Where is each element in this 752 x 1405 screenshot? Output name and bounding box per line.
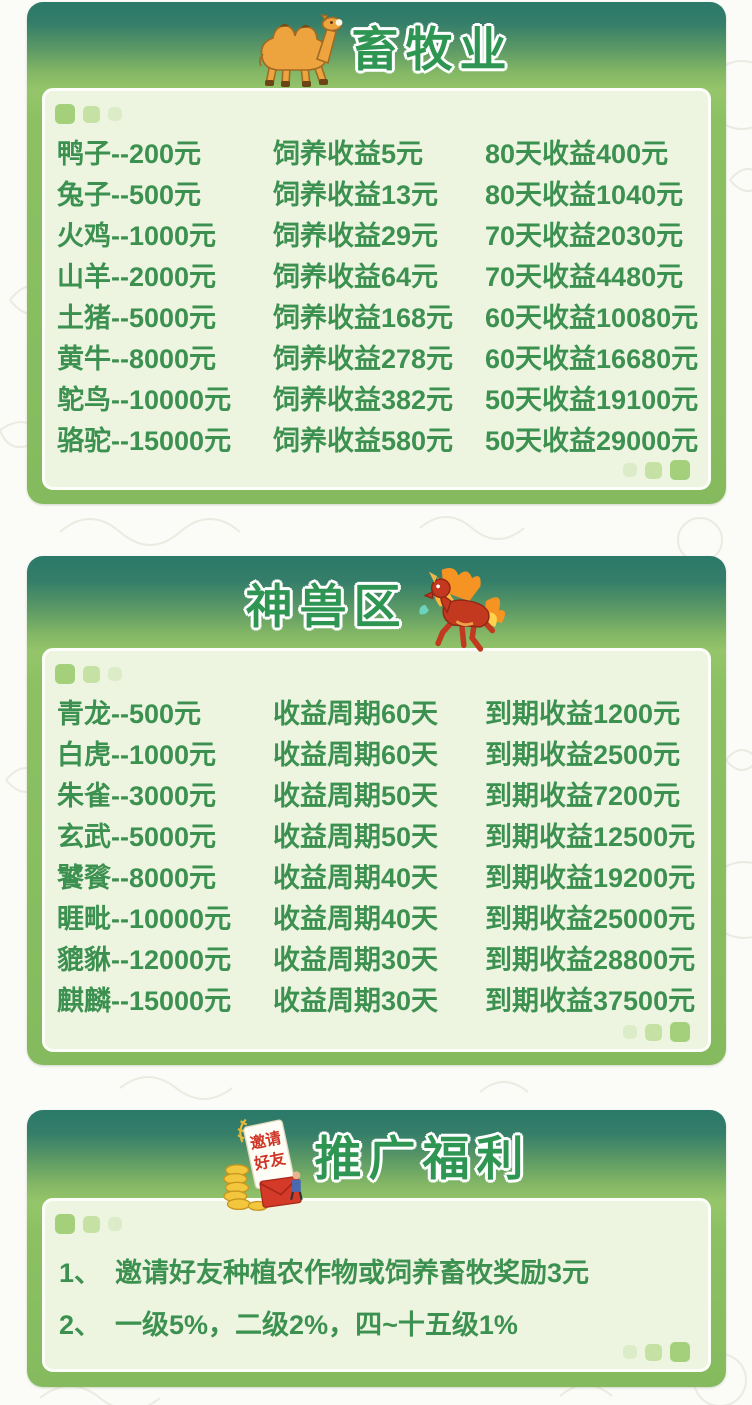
daily-income-cell: 饲养收益64元 [273,262,439,292]
table-row: 黄牛--8000元 饲养收益278元 60天收益16680元 [57,336,708,377]
item-price-cell: 白虎--1000元 [57,740,217,770]
table-row: 兔子--500元 饲养收益13元 80天收益1040元 [57,172,708,213]
table-row: 白虎--1000元 收益周期60天 到期收益2500元 [57,732,708,773]
decor-squares-bottom-right [623,1022,690,1042]
cycle-cell: 收益周期60天 [273,699,439,729]
table-row: 鸵鸟--10000元 饲养收益382元 50天收益19100元 [57,377,708,418]
cycle-cell: 收益周期40天 [273,863,439,893]
cycle-cell: 收益周期40天 [273,904,439,934]
list-item: 2、 一级5%，二级2%，四~十五级1% [59,1296,708,1348]
decor-squares-top-left [55,1214,708,1234]
table-row: 睚毗--10000元 收益周期40天 到期收益25000元 [57,896,708,937]
total-payout-cell: 70天收益2030元 [485,221,684,251]
section-header-livestock: 畜牧业 [27,2,726,88]
total-payout-cell: 60天收益16680元 [485,344,699,374]
total-payout-cell: 80天收益1040元 [485,180,684,210]
item-price-cell: 鸭子--200元 [57,139,202,169]
item-price-cell: 骆驼--15000元 [57,426,232,456]
item-price-cell: 貔貅--12000元 [57,945,232,975]
section-header-beasts: 神兽区 [27,556,726,652]
section-promo: 邀请 好友 推广福利 [27,1110,726,1387]
decor-squares-top-left [55,104,708,124]
total-payout-cell: 到期收益2500元 [485,740,681,770]
total-payout-cell: 到期收益1200元 [485,699,681,729]
total-payout-cell: 到期收益37500元 [485,986,696,1016]
table-row: 火鸡--1000元 饲养收益29元 70天收益2030元 [57,213,708,254]
item-price-cell: 饕餮--8000元 [57,863,217,893]
cycle-cell: 收益周期30天 [273,945,439,975]
beasts-table: 青龙--500元 收益周期60天 到期收益1200元 白虎--1000元 收益周… [45,691,708,1019]
table-row: 饕餮--8000元 收益周期40天 到期收益19200元 [57,855,708,896]
cycle-cell: 收益周期30天 [273,986,439,1016]
item-price-cell: 山羊--2000元 [57,262,217,292]
total-payout-cell: 到期收益25000元 [485,904,696,934]
item-price-cell: 玄武--5000元 [57,822,217,852]
total-payout-cell: 到期收益12500元 [485,822,696,852]
table-row: 骆驼--15000元 饲养收益580元 50天收益29000元 [57,418,708,459]
item-price-cell: 青龙--500元 [57,699,202,729]
table-row: 土猪--5000元 饲养收益168元 60天收益10080元 [57,295,708,336]
section-title-livestock: 畜牧业 [351,22,514,76]
section-title-promo: 推广福利 [314,1131,531,1185]
daily-income-cell: 饲养收益382元 [273,385,454,415]
total-payout-cell: 50天收益29000元 [485,426,699,456]
total-payout-cell: 80天收益400元 [485,139,669,169]
item-price-cell: 火鸡--1000元 [57,221,217,251]
beasts-card: 青龙--500元 收益周期60天 到期收益1200元 白虎--1000元 收益周… [42,648,711,1052]
total-payout-cell: 到期收益7200元 [485,781,681,811]
item-price-cell: 麒麟--15000元 [57,986,232,1016]
daily-income-cell: 饲养收益13元 [273,180,439,210]
list-item: 1、 邀请好友种植农作物或饲养畜牧奖励3元 [59,1244,708,1296]
list-item-number: 1、 [59,1257,102,1288]
total-payout-cell: 60天收益10080元 [485,303,699,333]
table-row: 麒麟--15000元 收益周期30天 到期收益37500元 [57,978,708,1019]
livestock-table: 鸭子--200元 饲养收益5元 80天收益400元 兔子--500元 饲养收益1… [45,131,708,459]
list-item-text: 邀请好友种植农作物或饲养畜牧奖励3元 [115,1257,590,1288]
daily-income-cell: 饲养收益168元 [273,303,454,333]
promo-rules-list: 1、 邀请好友种植农作物或饲养畜牧奖励3元 2、 一级5%，二级2%，四~十五级… [45,1244,708,1348]
table-row: 山羊--2000元 饲养收益64元 70天收益4480元 [57,254,708,295]
section-header-promo: 邀请 好友 推广福利 [27,1110,726,1211]
total-payout-cell: 70天收益4480元 [485,262,684,292]
table-row: 貔貅--12000元 收益周期30天 到期收益28800元 [57,937,708,978]
list-item-number: 2、 [59,1309,102,1340]
item-price-cell: 睚毗--10000元 [57,904,232,934]
section-beasts: 神兽区 [27,556,726,1065]
decor-squares-bottom-right [623,460,690,480]
table-row: 青龙--500元 收益周期60天 到期收益1200元 [57,691,708,732]
item-price-cell: 鸵鸟--10000元 [57,385,232,415]
item-price-cell: 黄牛--8000元 [57,344,217,374]
daily-income-cell: 饲养收益278元 [273,344,454,374]
daily-income-cell: 饲养收益580元 [273,426,454,456]
decor-squares-top-left [55,664,708,684]
promo-card: 1、 邀请好友种植农作物或饲养畜牧奖励3元 2、 一级5%，二级2%，四~十五级… [42,1198,711,1372]
qilin-icon [416,564,508,664]
item-price-cell: 土猪--5000元 [57,303,217,333]
cycle-cell: 收益周期60天 [273,740,439,770]
section-title-beasts: 神兽区 [245,579,408,633]
table-row: 鸭子--200元 饲养收益5元 80天收益400元 [57,131,708,172]
item-price-cell: 朱雀--3000元 [57,781,217,811]
section-livestock: 畜牧业 鸭子--200元 饲养收益5元 80天收益400元 兔子--500元 饲… [27,2,726,504]
total-payout-cell: 到期收益19200元 [485,863,696,893]
table-row: 朱雀--3000元 收益周期50天 到期收益7200元 [57,773,708,814]
daily-income-cell: 饲养收益29元 [273,221,439,251]
cycle-cell: 收益周期50天 [273,781,439,811]
invite-friends-icon: 邀请 好友 [222,1116,307,1212]
table-row: 玄武--5000元 收益周期50天 到期收益12500元 [57,814,708,855]
item-price-cell: 兔子--500元 [57,180,202,210]
cycle-cell: 收益周期50天 [273,822,439,852]
list-item-text: 一级5%，二级2%，四~十五级1% [115,1309,518,1340]
camel-icon [240,7,344,89]
total-payout-cell: 50天收益19100元 [485,385,699,415]
total-payout-cell: 到期收益28800元 [485,945,696,975]
decor-squares-bottom-right [623,1342,690,1362]
daily-income-cell: 饲养收益5元 [273,139,424,169]
livestock-card: 鸭子--200元 饲养收益5元 80天收益400元 兔子--500元 饲养收益1… [42,88,711,490]
